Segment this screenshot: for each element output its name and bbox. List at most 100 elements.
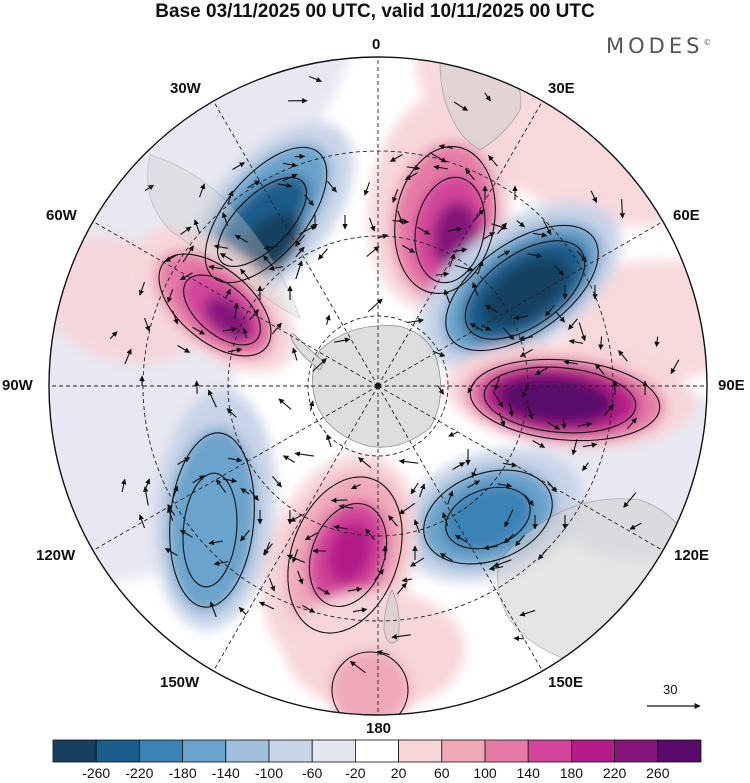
wind-vector [351, 483, 361, 490]
wind-vector [670, 359, 680, 375]
wind-vector [471, 468, 477, 479]
anomaly-pink-180 [285, 590, 465, 715]
wind-vector [467, 480, 481, 489]
wind-vector [363, 181, 371, 196]
wind-vector [534, 367, 548, 376]
wind-vector [547, 421, 561, 430]
wind-vector [286, 554, 306, 563]
wind-vector [259, 601, 275, 610]
wind-vector [242, 327, 248, 339]
colorbar-swatch [354, 739, 399, 763]
wind-vector [410, 482, 419, 495]
wind-vector [398, 502, 416, 515]
wind-vector [527, 405, 534, 420]
wind-vector [179, 272, 193, 281]
wind-vector [377, 233, 389, 240]
wind-vector [282, 455, 295, 463]
wind-vector [144, 317, 151, 332]
wind-vector [493, 376, 501, 391]
height-contours [158, 145, 661, 715]
lon-label-60e: 60E [673, 207, 700, 224]
wind-vector [492, 390, 504, 408]
wind-vector [369, 217, 376, 232]
wind-vector [309, 76, 322, 83]
wind-vector [207, 389, 217, 408]
wind-vector [304, 532, 318, 541]
colorbar-swatch [95, 739, 140, 763]
map-title: Base 03/11/2025 00 UTC, valid 10/11/2025… [155, 1, 595, 22]
wind-vector [497, 482, 513, 489]
wind-vector [582, 442, 598, 448]
wind-vector [216, 479, 227, 494]
wind-vector [295, 260, 303, 280]
wind-vector [502, 327, 515, 340]
wind-vector [249, 489, 259, 501]
anomaly-blue-125w [154, 390, 276, 630]
wind-vector [483, 544, 498, 551]
colorbar-tick-label: -140 [211, 765, 240, 781]
wind-vector [269, 577, 276, 592]
wind-vector [432, 350, 446, 357]
colorbar-tick-label: 20 [390, 765, 407, 781]
contour-line [182, 472, 238, 588]
antarctic-peninsula [290, 333, 325, 371]
meridian-line [207, 91, 379, 387]
wind-vector [598, 336, 604, 350]
lon-label-150e: 150E [548, 674, 584, 691]
colorbar-tick-label: -20 [345, 765, 366, 781]
wind-vector [282, 162, 298, 168]
colorbar [52, 739, 702, 763]
wind-vector [277, 182, 293, 189]
contour-line [464, 240, 586, 340]
wind-vector [522, 384, 529, 398]
wind-vector [442, 512, 449, 526]
wind-vector [554, 264, 564, 276]
wind-vector [618, 350, 628, 362]
wind-vector [499, 412, 506, 427]
wind-vector [240, 268, 250, 281]
colorbar-tick-label: -180 [168, 765, 197, 781]
wind-vector [208, 264, 223, 271]
wind-vector [595, 363, 605, 376]
wind-vector [167, 504, 176, 516]
wind-vector [419, 483, 426, 498]
wind-vector [367, 298, 383, 313]
reference-vector-label: 30 [663, 682, 678, 697]
wind-vector [474, 209, 484, 221]
map-border [48, 56, 708, 716]
wind-vector [469, 322, 483, 331]
colorbar-tick-label: -60 [302, 765, 323, 781]
wind-vector [193, 219, 201, 234]
wind-vector [334, 337, 351, 343]
wind-vector [225, 288, 232, 299]
colorbar-tick-label: 220 [602, 765, 627, 781]
wind-vector [577, 250, 587, 263]
contour-line [394, 145, 496, 295]
wind-vector [209, 601, 217, 618]
wind-vector [167, 289, 174, 303]
wind-vector [326, 434, 332, 448]
wind-vector [484, 92, 491, 102]
meridian-line [207, 385, 379, 681]
wind-vector [448, 431, 458, 437]
wind-vector [513, 635, 525, 642]
colorbar-swatch [398, 739, 443, 763]
wind-vector [453, 101, 469, 112]
map-disc [49, 57, 707, 715]
wind-vector [524, 494, 534, 506]
wind-vector [240, 488, 250, 495]
wind-vector [516, 220, 525, 228]
wind-vector [555, 311, 566, 323]
wind-vector [563, 359, 578, 366]
wind-vector [410, 557, 425, 567]
wind-vector [172, 485, 179, 500]
wind-vector [227, 457, 243, 463]
latitude-circle [307, 315, 449, 457]
wind-vector [438, 144, 454, 150]
wind-vector [402, 244, 416, 253]
wind-vector [227, 347, 243, 353]
wind-vector [623, 492, 637, 508]
lon-label-90w: 90W [2, 377, 33, 394]
wind-vector [619, 199, 626, 219]
wind-vector [545, 304, 555, 317]
